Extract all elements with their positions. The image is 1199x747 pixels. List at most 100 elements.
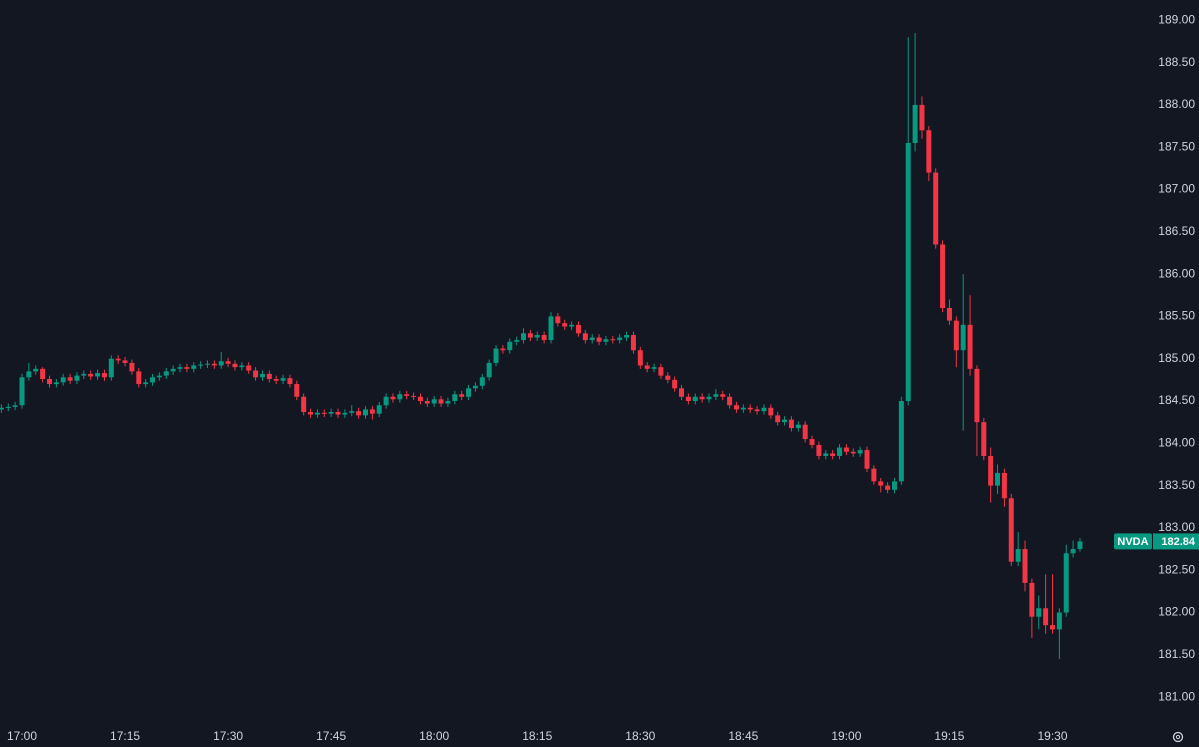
candle-body — [184, 367, 190, 369]
candle-body — [720, 394, 726, 397]
candle-body — [81, 373, 87, 376]
candle-body — [651, 367, 657, 369]
candle-body — [740, 407, 746, 410]
settings-gear[interactable] — [1172, 731, 1184, 743]
candle-body — [782, 419, 788, 423]
candle-body — [259, 373, 265, 378]
candle-body — [534, 335, 540, 338]
candle-body — [191, 365, 197, 369]
candle-body — [514, 340, 520, 342]
y-tick-label: 183.00 — [1158, 520, 1195, 534]
candle-body — [995, 472, 1001, 486]
candle-body — [575, 324, 581, 334]
candle-body — [33, 368, 39, 372]
candle-body — [837, 447, 843, 456]
x-tick-label: 18:00 — [419, 729, 449, 743]
candle-body — [225, 361, 231, 364]
candle-body — [170, 368, 176, 372]
candle-body — [1022, 549, 1028, 583]
y-tick-label: 185.50 — [1158, 309, 1195, 323]
candle-body — [946, 307, 952, 321]
candle-body — [445, 400, 451, 404]
price-label: 182.84 — [1161, 536, 1196, 548]
x-tick-label: 19:15 — [934, 729, 964, 743]
candle-body — [150, 377, 156, 383]
candle-body — [67, 377, 73, 381]
candle-body — [349, 411, 355, 413]
candle-body — [1029, 582, 1035, 617]
candle-body — [706, 396, 712, 400]
candle-body — [926, 130, 932, 173]
candle-body — [919, 104, 925, 131]
candle-body — [679, 388, 685, 397]
candle-body — [301, 396, 307, 412]
x-tick-label: 18:15 — [522, 729, 552, 743]
candle-body — [328, 411, 334, 414]
candle-body — [129, 362, 135, 372]
candle-body — [630, 335, 636, 351]
candle-body — [665, 375, 671, 380]
y-tick-label: 186.50 — [1158, 224, 1195, 238]
candle-body — [1070, 549, 1076, 554]
y-tick-label: 188.00 — [1158, 97, 1195, 111]
candle-body — [101, 373, 107, 378]
candle-body — [967, 324, 973, 369]
y-tick-label: 186.00 — [1158, 266, 1195, 280]
candle-body — [974, 368, 980, 423]
candle-body — [768, 407, 774, 416]
candle-body — [60, 377, 66, 383]
candle-body — [335, 411, 341, 415]
candle-body — [933, 172, 939, 245]
candle-body — [823, 453, 829, 456]
candle-body — [108, 358, 114, 378]
candle-body — [26, 371, 32, 378]
candle-body — [253, 370, 259, 378]
candle-body — [713, 394, 719, 397]
candle-body — [685, 396, 691, 401]
candle-body — [1063, 553, 1069, 613]
candle-body — [424, 400, 430, 404]
x-tick-label: 17:30 — [213, 729, 243, 743]
candle-body — [19, 377, 25, 406]
candle-body — [232, 363, 238, 368]
candle-body — [417, 396, 423, 401]
candle-body — [53, 382, 59, 385]
candle-body — [1056, 612, 1062, 630]
candle-body — [548, 316, 554, 341]
candle-body — [541, 335, 547, 341]
candle-body — [637, 350, 643, 366]
candle-body — [843, 447, 849, 452]
candle-body — [624, 335, 630, 338]
y-tick-label: 182.50 — [1158, 562, 1195, 576]
candle-body — [479, 377, 485, 386]
candle-body — [266, 373, 272, 379]
candle-body — [644, 365, 650, 369]
settings-icon[interactable] — [1172, 731, 1184, 743]
candle-body — [569, 324, 575, 327]
last-price-badge: NVDA 182.84 — [1114, 533, 1199, 550]
y-tick-label: 181.50 — [1158, 647, 1195, 661]
candle-body — [788, 419, 794, 429]
candle-body — [369, 409, 375, 414]
candle-body — [589, 337, 595, 341]
settings-gear-center[interactable] — [1175, 734, 1181, 740]
candle-body — [617, 337, 623, 341]
candle-body — [672, 379, 678, 389]
candle-body — [280, 378, 286, 381]
candle-body — [521, 333, 527, 341]
candle-body — [1043, 608, 1049, 626]
x-tick-label: 19:00 — [831, 729, 861, 743]
x-tick-label: 18:30 — [625, 729, 655, 743]
candle-body — [699, 396, 705, 400]
candle-body — [5, 406, 11, 408]
candle-body — [898, 400, 904, 482]
candle-body — [562, 323, 568, 327]
candle-body — [40, 368, 46, 379]
x-tick-label: 17:15 — [110, 729, 140, 743]
candle-body — [692, 396, 698, 401]
candle-body — [500, 348, 506, 351]
candle-body — [1008, 498, 1014, 562]
candle-body — [1050, 625, 1055, 630]
candle-body — [1077, 541, 1083, 550]
